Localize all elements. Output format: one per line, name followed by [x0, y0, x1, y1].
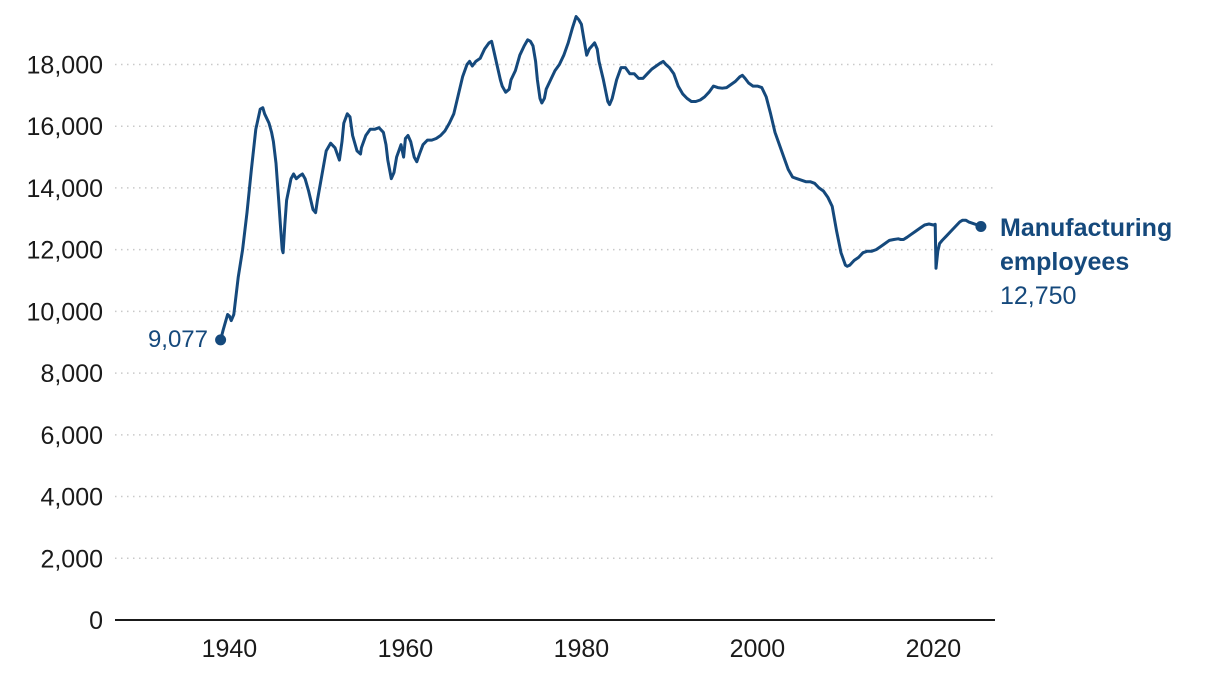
y-tick-label: 2,000	[40, 545, 103, 573]
x-tick-label: 1940	[202, 635, 258, 663]
y-tick-label: 4,000	[40, 484, 103, 512]
series-name-line-1: Manufacturing	[1000, 214, 1173, 242]
y-tick-label: 16,000	[27, 113, 103, 141]
y-tick-label: 6,000	[40, 422, 103, 450]
series-line	[219, 15, 983, 342]
start-value-label: 9,077	[147, 326, 208, 353]
x-tick-label: 1980	[554, 635, 610, 663]
y-tick-label: 0	[89, 607, 103, 635]
y-tick-label: 8,000	[40, 360, 103, 388]
end-value-label: 12,750	[1000, 282, 1077, 310]
y-tick-label: 10,000	[27, 298, 103, 326]
y-tick-label: 14,000	[27, 175, 103, 203]
end-point-dot	[975, 220, 987, 232]
x-tick-label: 1960	[378, 635, 434, 663]
x-tick-label: 2000	[730, 635, 786, 663]
series-name-line-2: employees	[1000, 248, 1130, 276]
start-point-dot	[215, 334, 227, 346]
series-end-annotation: Manufacturing employees 12,750	[1000, 211, 1172, 313]
x-tick-label: 2020	[906, 635, 962, 663]
y-tick-label: 12,000	[27, 237, 103, 265]
y-tick-label: 18,000	[27, 51, 103, 79]
